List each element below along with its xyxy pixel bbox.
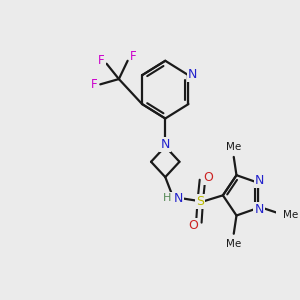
Text: F: F bbox=[98, 54, 105, 67]
Text: F: F bbox=[91, 78, 98, 92]
Text: F: F bbox=[130, 50, 136, 63]
Text: Me: Me bbox=[226, 142, 241, 152]
Text: O: O bbox=[203, 171, 213, 184]
Text: N: N bbox=[174, 192, 183, 205]
Text: H: H bbox=[163, 193, 172, 203]
Text: Me: Me bbox=[283, 211, 298, 220]
Text: N: N bbox=[255, 174, 265, 187]
Text: O: O bbox=[188, 219, 198, 232]
Text: Me: Me bbox=[226, 239, 241, 249]
Text: S: S bbox=[196, 195, 204, 208]
Text: N: N bbox=[160, 139, 170, 152]
Text: N: N bbox=[188, 68, 197, 81]
Text: N: N bbox=[254, 203, 264, 216]
